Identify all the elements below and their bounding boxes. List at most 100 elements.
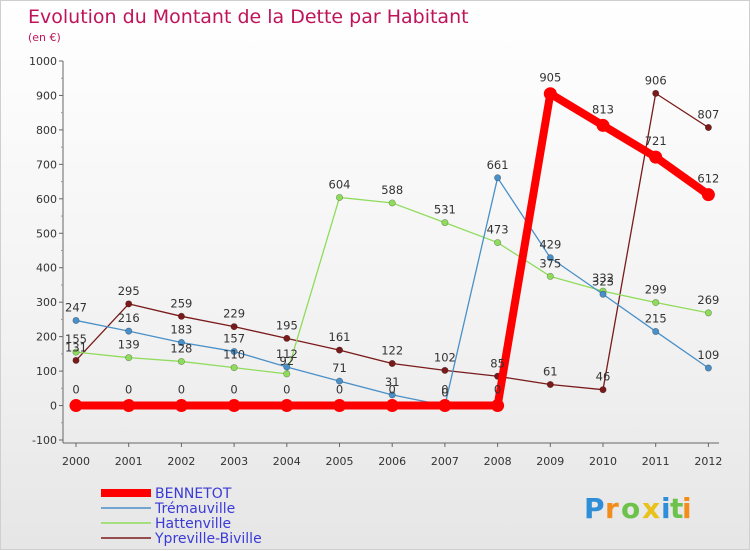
x-tick-label: 2004 (273, 455, 301, 468)
data-point-bennetot (227, 399, 241, 413)
brand-letter: i (682, 492, 692, 525)
y-tick-label: 500 (36, 227, 57, 240)
data-label-tremauville: 157 (223, 331, 245, 345)
data-point-tremauville (335, 377, 343, 385)
data-point-ypreville-biville (335, 346, 343, 354)
data-point-ypreville-biville (177, 312, 185, 320)
data-label-hattenville: 269 (697, 293, 719, 307)
data-point-bennetot (438, 399, 452, 413)
data-label-tremauville: 216 (118, 311, 140, 325)
data-label-tremauville: 112 (276, 347, 298, 361)
data-point-tremauville (230, 347, 238, 355)
y-tick-label: 0 (50, 400, 57, 413)
data-label-ypreville-biville: 259 (170, 296, 192, 310)
brand-letter: i (661, 492, 671, 525)
y-tick-label: 900 (36, 89, 57, 102)
data-label-tremauville: 215 (645, 311, 667, 325)
brand-letter: t (670, 492, 683, 525)
data-label-ypreville-biville: 122 (381, 344, 403, 358)
data-label-ypreville-biville: 295 (118, 284, 140, 298)
data-point-bennetot (174, 399, 188, 413)
chart-title: Evolution du Montant de la Dette par Hab… (28, 6, 469, 28)
data-label-ypreville-biville: 131 (65, 340, 87, 354)
data-label-bennetot: 0 (441, 383, 448, 397)
data-label-hattenville: 332 (592, 271, 614, 285)
x-tick-label: 2001 (115, 455, 143, 468)
data-label-hattenville: 299 (645, 283, 667, 297)
legend-label-tremauville: Trémauville (154, 501, 235, 517)
data-point-bennetot (701, 188, 715, 202)
data-label-tremauville: 661 (487, 158, 509, 172)
data-point-tremauville (704, 364, 712, 372)
data-label-hattenville: 473 (487, 223, 509, 237)
data-label-bennetot: 0 (494, 383, 501, 397)
data-label-hattenville: 92 (279, 354, 294, 368)
data-label-hattenville: 588 (381, 183, 403, 197)
data-point-bennetot (543, 87, 557, 101)
x-tick-label: 2002 (167, 455, 195, 468)
y-tick-label: 300 (36, 296, 57, 309)
data-label-tremauville: 429 (539, 238, 561, 252)
data-label-ypreville-biville: 195 (276, 318, 298, 332)
data-label-hattenville: 128 (170, 341, 192, 355)
data-label-hattenville: 375 (539, 256, 561, 270)
series-line-tremauville (75, 177, 710, 407)
data-label-hattenville: 139 (118, 338, 140, 352)
data-point-tremauville (546, 254, 554, 262)
data-point-hattenville (494, 239, 502, 247)
legend: BENNETOTTrémauvilleHattenvilleYpreville-… (101, 486, 262, 547)
brand-letter: o (621, 492, 640, 525)
x-tick-label: 2009 (536, 455, 564, 468)
data-point-hattenville (72, 348, 80, 356)
brand-letter: x (642, 492, 660, 525)
data-label-hattenville: 604 (329, 177, 351, 191)
series-group (69, 87, 715, 413)
data-point-ypreville-biville (652, 89, 660, 97)
x-tick-label: 2008 (484, 455, 512, 468)
y-tick-label: -100 (32, 434, 57, 447)
data-point-ypreville-biville (388, 360, 396, 368)
data-point-hattenville (230, 364, 238, 372)
data-point-tremauville (177, 338, 185, 346)
data-point-bennetot (280, 399, 294, 413)
y-ticks: -100 0 100 200 300 400 500 600 700 800 900 1000 (29, 55, 63, 447)
data-point-tremauville (72, 316, 80, 324)
data-label-bennetot: 0 (230, 383, 237, 397)
x-tick-label: 2010 (589, 455, 617, 468)
data-point-tremauville (388, 391, 396, 399)
data-point-hattenville (546, 272, 554, 280)
data-point-bennetot (649, 150, 663, 164)
y-tick-label: 600 (36, 193, 57, 206)
data-point-bennetot (385, 399, 399, 413)
data-point-hattenville (335, 193, 343, 201)
data-point-hattenville (283, 370, 291, 378)
legend-label-ypreville-biville: Ypreville-Biville (154, 531, 262, 547)
legend-label-hattenville: Hattenville (155, 516, 231, 532)
data-point-bennetot (333, 399, 346, 413)
data-point-ypreville-biville (441, 366, 449, 374)
x-tick-label: 2007 (431, 455, 459, 468)
y-tick-label: 100 (36, 365, 57, 378)
data-point-tremauville (494, 174, 502, 182)
data-label-ypreville-biville: 46 (596, 370, 611, 384)
data-label-ypreville-biville: 102 (434, 350, 456, 364)
chart-subtitle: (en €) (28, 31, 61, 44)
data-label-bennetot: 612 (697, 172, 719, 186)
x-tick-label: 2006 (378, 455, 406, 468)
data-label-hattenville: 155 (65, 332, 87, 346)
legend-label-bennetot: BENNETOT (155, 486, 232, 502)
data-point-hattenville (125, 354, 133, 362)
data-point-ypreville-biville (283, 334, 291, 342)
data-point-hattenville (652, 299, 660, 307)
series-line-bennetot (72, 89, 713, 410)
data-point-bennetot (491, 399, 505, 413)
data-point-ypreville-biville (72, 356, 80, 364)
data-point-hattenville (704, 309, 712, 317)
data-label-tremauville: 323 (592, 274, 614, 288)
x-tick-label: 2003 (220, 455, 248, 468)
x-tick-label: 2011 (642, 455, 670, 468)
data-point-ypreville-biville (230, 323, 238, 331)
data-label-bennetot: 0 (336, 383, 343, 397)
